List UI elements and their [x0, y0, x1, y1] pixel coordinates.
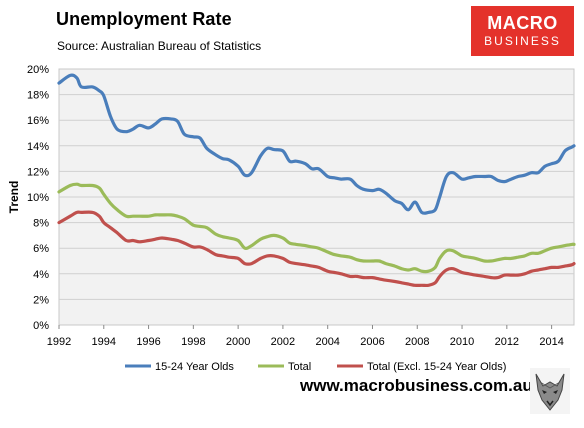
series-lines	[57, 73, 576, 288]
chart-source: Source: Australian Bureau of Statistics	[57, 39, 262, 53]
x-tick-label: 2012	[495, 336, 519, 348]
x-tick-label: 2008	[405, 336, 429, 348]
website-url: www.macrobusiness.com.au	[300, 376, 533, 395]
x-tick-label: 1998	[181, 336, 205, 348]
y-tick-label: 0%	[33, 320, 49, 332]
legend: 15-24 Year Olds Total Total (Excl. 15-24 Y…	[125, 361, 506, 373]
y-tick-label: 8%	[33, 218, 49, 230]
y-tick-label: 20%	[27, 64, 49, 76]
brand-logo-line2: BUSINESS	[484, 34, 561, 48]
legend-label-2: Total	[288, 361, 311, 373]
brand-logo-line1: MACRO	[487, 13, 558, 33]
y-tick-label: 4%	[33, 269, 49, 281]
wolf-logo-icon	[530, 368, 570, 414]
x-tick-label: 2006	[360, 336, 384, 348]
x-tick-label: 1992	[47, 336, 71, 348]
series-line-2	[57, 182, 576, 274]
brand-logo: MACRO BUSINESS	[471, 6, 574, 56]
legend-label-3: Total (Excl. 15-24 Year Olds)	[367, 361, 506, 373]
x-tick-label: 2002	[271, 336, 295, 348]
chart-title: Unemployment Rate	[56, 9, 232, 29]
y-tick-label: 12%	[27, 166, 49, 178]
y-tick-label: 2%	[33, 294, 49, 306]
x-axis-ticks: 1992 1994 1996 1998 2000 2002 2004 2006 2008 2010…	[47, 325, 564, 348]
legend-label-1: 15-24 Year Olds	[155, 361, 234, 373]
series-line-1	[57, 73, 576, 215]
y-tick-label: 18%	[27, 90, 49, 102]
x-tick-label: 2010	[450, 336, 474, 348]
x-tick-label: 2004	[315, 336, 339, 348]
series-line-3	[57, 210, 576, 288]
y-tick-label: 16%	[27, 115, 49, 127]
x-tick-label: 1994	[92, 336, 116, 348]
x-tick-label: 2000	[226, 336, 250, 348]
y-tick-label: 6%	[33, 243, 49, 255]
y-axis-ticks: 0% 2% 4% 6% 8% 10% 12% 14% 16% 18% 20%	[27, 64, 49, 332]
x-tick-label: 1996	[136, 336, 160, 348]
y-axis-label: Trend	[7, 181, 21, 214]
y-tick-label: 10%	[27, 192, 49, 204]
y-tick-label: 14%	[27, 141, 49, 153]
x-tick-label: 2014	[539, 336, 563, 348]
